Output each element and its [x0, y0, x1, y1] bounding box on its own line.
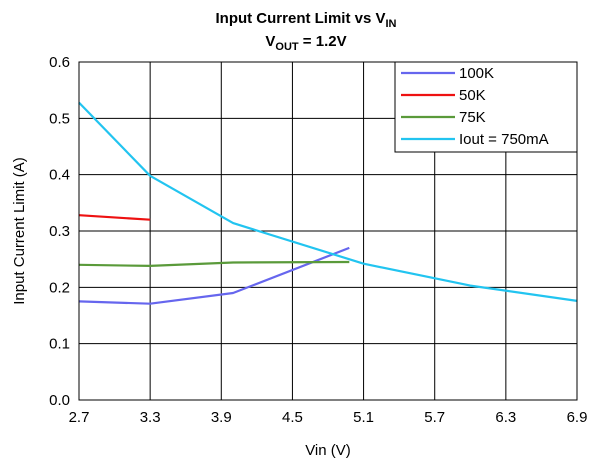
x-tick-label: 5.7	[424, 409, 445, 426]
series-line-100k	[78, 246, 350, 305]
x-tick-label: 5.1	[353, 409, 374, 426]
y-tick-label: 0.3	[49, 223, 70, 240]
y-tick-labels: 0.0 0.1 0.2 0.3 0.4 0.5 0.6	[49, 54, 70, 409]
chart-title-line1: Input Current Limit vs VIN	[215, 10, 396, 30]
series-layer	[78, 101, 578, 305]
y-tick-label: 0.6	[49, 54, 70, 71]
legend-label-iout-750ma: Iout = 750mA	[459, 131, 549, 148]
x-tick-label: 6.9	[567, 409, 588, 426]
title-line2-main: V	[265, 33, 275, 50]
x-tick-label: 3.3	[140, 409, 161, 426]
series-line-75k	[78, 260, 350, 267]
series-line-iout-750ma	[78, 101, 578, 302]
y-tick-label: 0.5	[49, 110, 70, 127]
y-tick-label: 0.4	[49, 167, 70, 184]
title-line2-sub: OUT	[275, 41, 299, 53]
x-tick-label: 6.3	[495, 409, 516, 426]
legend-label-50k: 50K	[459, 87, 486, 104]
x-tick-label: 3.9	[211, 409, 232, 426]
x-tick-label: 4.5	[282, 409, 303, 426]
y-tick-label: 0.2	[49, 279, 70, 296]
title-line2-rest: = 1.2V	[299, 33, 347, 50]
plot-frame	[78, 61, 578, 401]
legend-label-100k: 100K	[459, 65, 494, 82]
y-tick-label: 0.0	[49, 392, 70, 409]
legend: 100K 50K 75K Iout = 750mA	[394, 61, 578, 153]
x-tick-labels: 2.7 3.3 3.9 4.5 5.1 5.7 6.3 6.9	[69, 409, 588, 426]
legend-box	[394, 61, 578, 153]
series-line-50k	[78, 214, 151, 221]
x-axis-label: Vin (V)	[305, 442, 351, 459]
x-tick-label: 2.7	[69, 409, 90, 426]
chart-title-line2: VOUT = 1.2V	[265, 33, 346, 53]
y-tick-label: 0.1	[49, 336, 70, 353]
y-axis-label: Input Current Limit (A)	[11, 157, 28, 305]
legend-label-75k: 75K	[459, 109, 486, 126]
title-line1-main: Input Current Limit vs V	[215, 10, 385, 27]
title-line1-sub: IN	[386, 18, 397, 30]
